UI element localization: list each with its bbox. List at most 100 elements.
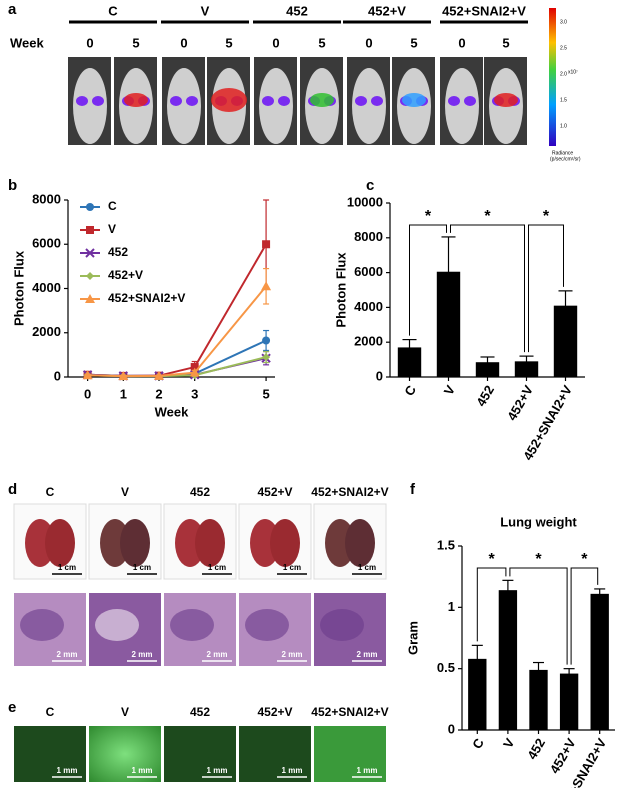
legend-label: C: [108, 199, 117, 213]
legend-item: 452: [80, 245, 128, 259]
significance-bracket: [450, 224, 525, 353]
signal: [262, 96, 274, 106]
point: [118, 371, 129, 381]
histology-region: [320, 609, 364, 641]
signal: [76, 96, 88, 106]
scale-label: 1 mm: [207, 766, 228, 775]
point: [86, 272, 94, 280]
panel-letter: b: [8, 177, 17, 194]
x-tick-label: 5: [262, 386, 269, 401]
significance-label: *: [581, 551, 588, 568]
scale-label: 1 cm: [358, 563, 376, 572]
y-tick-label: 2000: [32, 324, 61, 339]
y-axis-label: Photon Flux: [11, 250, 26, 326]
scale-label: 1 cm: [283, 563, 301, 572]
group-label: 452: [286, 3, 308, 18]
signal: [211, 88, 247, 112]
panel-letter: a: [8, 1, 17, 18]
colorbar: [549, 8, 556, 146]
bar: [529, 669, 548, 730]
x-tick-label: V: [441, 382, 458, 397]
week-value: 0: [365, 35, 372, 50]
error-bar: [558, 290, 573, 322]
mouse-body: [167, 68, 201, 144]
colorbar-tick: 2.5: [560, 45, 567, 51]
point: [262, 353, 271, 362]
mouse-body: [259, 68, 293, 144]
bar: [559, 673, 579, 730]
week-value: 0: [180, 35, 187, 50]
fluorescence: [239, 726, 311, 782]
signal: [310, 93, 334, 107]
y-tick-label: 6000: [354, 264, 383, 279]
significance-label: *: [543, 208, 550, 225]
y-tick-label: 8000: [32, 191, 61, 206]
group-label: V: [201, 3, 210, 18]
y-tick-label: 4000: [354, 299, 383, 314]
signal: [402, 93, 426, 107]
signal: [92, 96, 104, 106]
fluorescence: [314, 726, 386, 782]
scale-label: 1 cm: [58, 563, 76, 572]
histology-region: [95, 609, 139, 641]
x-tick-label: 3: [191, 386, 198, 401]
y-tick-label: 1.5: [437, 537, 455, 552]
bar: [475, 362, 500, 377]
significance-label: *: [535, 551, 542, 568]
week-label: Week: [10, 35, 44, 50]
x-tick-label: C: [401, 382, 419, 398]
x-tick-label: V: [500, 735, 517, 750]
significance-bracket: [509, 567, 568, 665]
colorbar-tick: 2.0: [560, 71, 567, 77]
error-bar: [563, 668, 575, 680]
y-tick-label: 0.5: [437, 660, 455, 675]
scale-label: 1 cm: [208, 563, 226, 572]
colorbar-tick: 3.0: [560, 19, 567, 25]
week-value: 0: [86, 35, 93, 50]
significance-bracket: [476, 567, 507, 642]
histology-region: [20, 609, 64, 641]
point: [261, 281, 272, 291]
y-tick-label: 0: [54, 368, 61, 383]
bar: [436, 271, 461, 377]
x-tick-label: 2: [155, 386, 162, 401]
panel-letter: f: [410, 481, 416, 498]
error-bar: [532, 661, 545, 678]
group-label: 452: [190, 485, 210, 499]
scale-label: 2 mm: [282, 650, 303, 659]
colorbar-unit: (p/sec/cm²/sr): [550, 156, 581, 162]
group-label: V: [121, 705, 129, 719]
y-axis-label: Photon Flux: [333, 252, 348, 328]
lung: [345, 519, 375, 567]
y-tick-label: 1: [448, 599, 455, 614]
legend-label: V: [108, 222, 116, 236]
group-label: C: [108, 3, 118, 18]
legend-item: 452+V: [80, 268, 143, 282]
signal: [371, 96, 383, 106]
scale-label: 1 mm: [357, 766, 378, 775]
point: [85, 294, 95, 303]
scale-label: 1 mm: [132, 766, 153, 775]
week-value: 5: [225, 35, 232, 50]
x-tick-label: 452: [524, 736, 548, 762]
group-label: 452+SNAI2+V: [442, 3, 526, 18]
error-bar: [480, 356, 495, 369]
error-bar: [471, 644, 483, 673]
point: [190, 363, 199, 372]
histology-region: [245, 609, 289, 641]
error-bar: [502, 579, 514, 601]
mouse-body: [445, 68, 479, 144]
y-axis-label: Gram: [405, 621, 420, 655]
y-tick-label: 10000: [347, 194, 383, 209]
chart-title: Lung weight: [500, 514, 577, 529]
group-label: 452: [190, 705, 210, 719]
y-tick-label: 4000: [32, 280, 61, 295]
y-tick-label: 0: [448, 721, 455, 736]
signal: [464, 96, 476, 106]
group-label: C: [46, 705, 55, 719]
bar: [514, 361, 539, 377]
point: [85, 248, 95, 258]
legend-item: 452+SNAI2+V: [80, 291, 185, 305]
y-tick-label: 8000: [354, 229, 383, 244]
